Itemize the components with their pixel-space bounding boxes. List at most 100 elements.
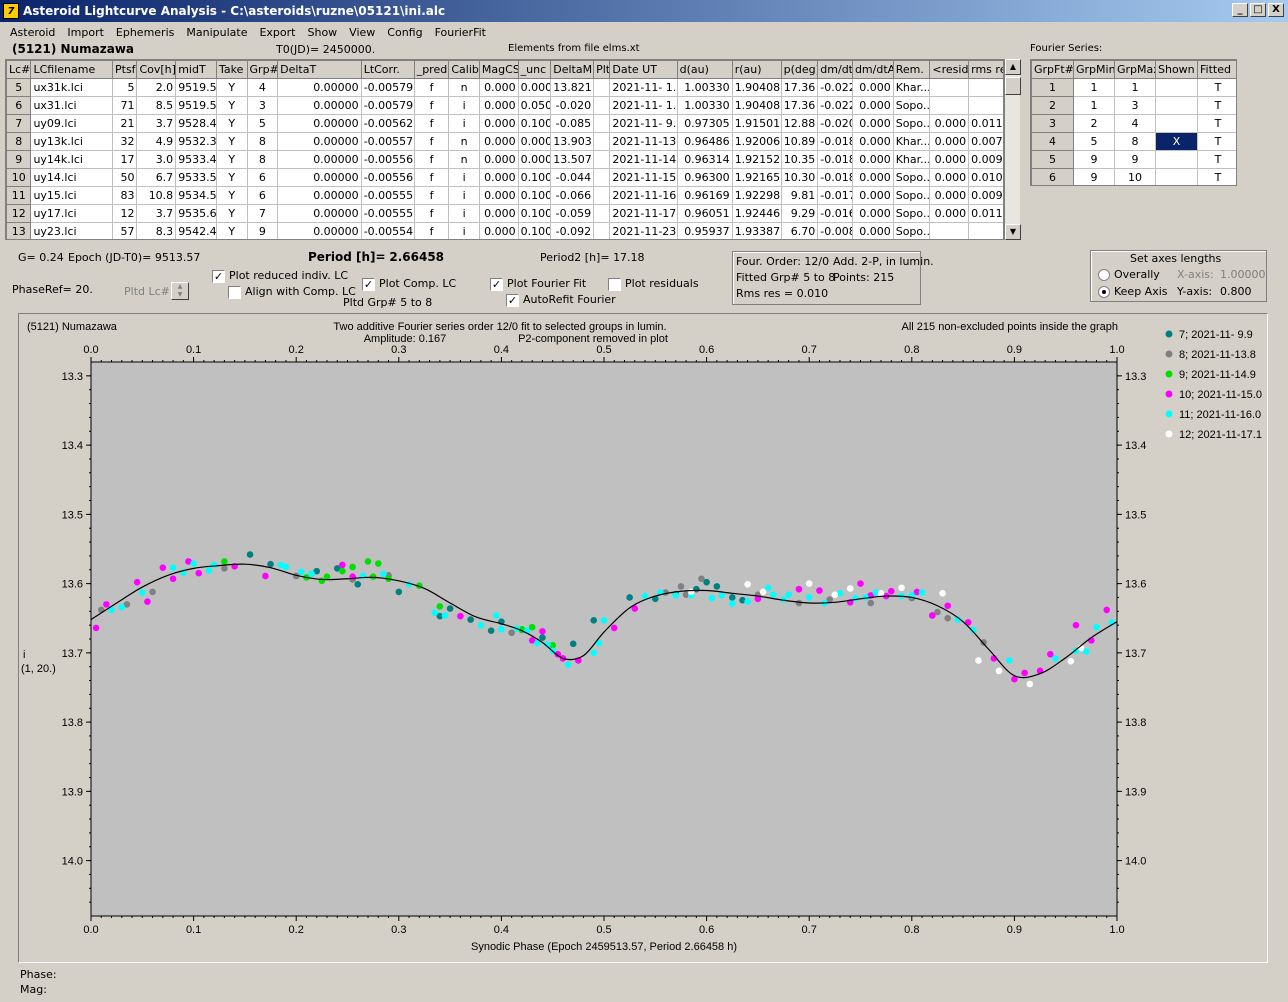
table-cell[interactable]: 1.93387 bbox=[731, 222, 782, 239]
table-cell[interactable]: 1.92446 bbox=[731, 204, 782, 223]
table-cell[interactable]: 6 bbox=[246, 186, 279, 205]
table-cell[interactable]: 9.81 bbox=[780, 186, 819, 205]
table-cell[interactable]: 0.00000 bbox=[277, 114, 362, 133]
lc-col-header[interactable]: Plt bbox=[593, 60, 611, 79]
table-cell[interactable]: 57 bbox=[111, 222, 138, 239]
table-cell[interactable]: T bbox=[1197, 132, 1236, 151]
table-cell[interactable]: -0.020 bbox=[550, 96, 595, 115]
table-cell[interactable]: 21 bbox=[111, 114, 138, 133]
table-cell[interactable]: 4 bbox=[246, 78, 279, 97]
lc-table-scrollbar[interactable]: ▲ ▼ bbox=[1004, 59, 1021, 240]
table-cell[interactable]: 0.007 bbox=[968, 132, 1003, 151]
table-cell[interactable]: -0.00579 bbox=[360, 96, 415, 115]
table-cell[interactable]: uy09.lci bbox=[30, 114, 113, 133]
table-cell[interactable]: 1.00330 bbox=[676, 78, 733, 97]
table-cell[interactable]: 0.96486 bbox=[676, 132, 733, 151]
close-button[interactable]: X bbox=[1268, 3, 1284, 17]
table-cell[interactable]: 0.100 bbox=[517, 204, 552, 223]
row-header[interactable]: 5 bbox=[6, 78, 32, 97]
table-cell[interactable]: uy23.lci bbox=[30, 222, 113, 239]
table-cell[interactable]: 10.35 bbox=[780, 150, 819, 169]
lc-col-header[interactable]: Date UT bbox=[609, 60, 678, 79]
table-cell[interactable]: Y bbox=[215, 204, 248, 223]
table-cell[interactable]: T bbox=[1197, 150, 1236, 169]
table-cell[interactable]: T bbox=[1197, 168, 1236, 185]
table-cell[interactable]: -0.00557 bbox=[360, 132, 415, 151]
table-cell[interactable]: 5 bbox=[1073, 132, 1115, 151]
table-cell[interactable]: 2 bbox=[1073, 114, 1115, 133]
table-cell[interactable]: 2021-11- 9.9 bbox=[609, 114, 678, 133]
table-row[interactable]: 9 uy14k.lci 17 3.0 9533.4 Y 8 0.00000 -0.00556 f n… bbox=[6, 150, 1003, 169]
table-cell[interactable]: 0.000 bbox=[851, 150, 894, 169]
table-cell[interactable] bbox=[593, 78, 611, 97]
table-cell[interactable]: 0.000 bbox=[478, 204, 519, 223]
menu-fourierfit[interactable]: FourierFit bbox=[434, 25, 486, 39]
table-cell[interactable]: 9533.5 bbox=[175, 168, 217, 187]
table-cell[interactable]: X bbox=[1155, 132, 1198, 151]
table-cell[interactable]: 10.30 bbox=[780, 168, 819, 187]
menu-view[interactable]: View bbox=[349, 25, 376, 39]
table-cell[interactable]: 0.010 bbox=[968, 168, 1003, 187]
fourier-row[interactable]: 6 9 10 T bbox=[1031, 168, 1236, 185]
table-cell[interactable]: n bbox=[448, 132, 480, 151]
table-cell[interactable] bbox=[593, 114, 611, 133]
table-cell[interactable]: uy15.lci bbox=[30, 186, 113, 205]
table-cell[interactable]: 9542.4 bbox=[175, 222, 217, 239]
plot-reduced-checkbox[interactable]: ✓ Plot reduced indiv. LC bbox=[212, 269, 348, 283]
table-cell[interactable]: i bbox=[448, 96, 480, 115]
table-row[interactable]: 6 ux31.lci 71 8.5 9519.5 Y 3 0.00000 -0.00579 f i 0… bbox=[6, 96, 1003, 115]
table-cell[interactable]: 2021-11-13.8 bbox=[609, 132, 678, 151]
table-cell[interactable]: T bbox=[1197, 96, 1236, 115]
row-header[interactable]: 5 bbox=[1031, 150, 1074, 169]
table-cell[interactable] bbox=[929, 222, 970, 239]
pltd-lc-stepper[interactable]: ▲ ▼ bbox=[171, 282, 189, 300]
table-cell[interactable]: i bbox=[448, 222, 480, 239]
table-cell[interactable]: -0.00555 bbox=[360, 204, 415, 223]
table-row[interactable]: 5 ux31k.lci 5 2.0 9519.5 Y 4 0.00000 -0.00579 f n 0… bbox=[6, 78, 1003, 97]
table-cell[interactable]: f bbox=[413, 222, 450, 239]
lc-col-header[interactable]: Calib. bbox=[448, 60, 480, 79]
table-cell[interactable]: uy14.lci bbox=[30, 168, 113, 187]
scroll-thumb[interactable] bbox=[1005, 77, 1021, 95]
table-cell[interactable]: 0.000 bbox=[851, 96, 894, 115]
scroll-down-button[interactable]: ▼ bbox=[1005, 224, 1021, 240]
table-cell[interactable]: 0.00000 bbox=[277, 96, 362, 115]
lc-col-header[interactable]: MagCS bbox=[478, 60, 519, 79]
table-cell[interactable] bbox=[929, 78, 970, 97]
table-cell[interactable]: 1.92165 bbox=[731, 168, 782, 187]
table-cell[interactable] bbox=[1155, 168, 1198, 185]
table-cell[interactable]: 1.92152 bbox=[731, 150, 782, 169]
scroll-up-button[interactable]: ▲ bbox=[1005, 59, 1021, 75]
table-cell[interactable]: 10.8 bbox=[136, 186, 177, 205]
table-cell[interactable]: 8.3 bbox=[136, 222, 177, 239]
plot-comp-check[interactable]: ✓ bbox=[362, 277, 375, 291]
menu-show[interactable]: Show bbox=[307, 25, 338, 39]
table-cell[interactable]: f bbox=[413, 204, 450, 223]
overally-radio-dot[interactable] bbox=[1098, 269, 1110, 281]
row-header[interactable]: 1 bbox=[1031, 78, 1074, 97]
plot-residuals-check[interactable] bbox=[608, 277, 621, 291]
table-cell[interactable]: Y bbox=[215, 96, 248, 115]
table-cell[interactable]: f bbox=[413, 168, 450, 187]
table-cell[interactable]: 9519.5 bbox=[175, 78, 217, 97]
row-header[interactable]: 9 bbox=[6, 150, 32, 169]
table-cell[interactable] bbox=[593, 96, 611, 115]
table-cell[interactable]: Sopo... bbox=[892, 222, 931, 239]
table-cell[interactable]: 3 bbox=[1114, 96, 1156, 115]
lc-col-header[interactable]: _unc bbox=[517, 60, 552, 79]
table-cell[interactable]: 1 bbox=[1073, 96, 1115, 115]
table-cell[interactable]: f bbox=[413, 150, 450, 169]
table-cell[interactable]: Khar... bbox=[892, 78, 931, 97]
keep-axis-radio[interactable]: Keep Axis bbox=[1098, 285, 1168, 298]
table-cell[interactable]: i bbox=[448, 204, 480, 223]
table-cell[interactable]: 9533.4 bbox=[175, 150, 217, 169]
row-header[interactable]: 7 bbox=[6, 114, 32, 133]
table-cell[interactable]: 0.000 bbox=[851, 114, 894, 133]
table-cell[interactable]: 0.000 bbox=[851, 204, 894, 223]
table-cell[interactable]: -0.022 bbox=[817, 96, 853, 115]
plot-area[interactable] bbox=[90, 361, 1118, 917]
table-cell[interactable]: 9534.5 bbox=[175, 186, 217, 205]
lc-col-header[interactable]: dm/dtA bbox=[851, 60, 894, 79]
table-cell[interactable]: 5 bbox=[111, 78, 138, 97]
table-cell[interactable]: 8 bbox=[246, 150, 279, 169]
